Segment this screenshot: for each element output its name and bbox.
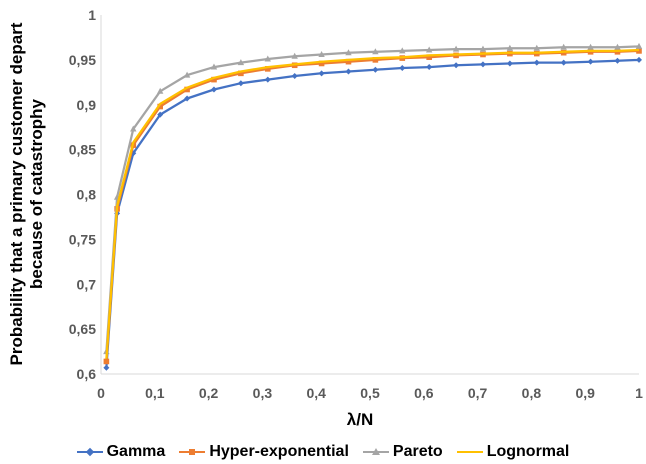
data-point	[130, 125, 137, 132]
data-point	[264, 55, 271, 62]
x-tick-label: 0	[97, 385, 105, 401]
x-axis-title: λ/N	[347, 410, 373, 429]
data-point	[399, 47, 406, 54]
series-layer	[103, 42, 643, 371]
data-point	[372, 66, 379, 73]
x-tick-label: 0,9	[575, 385, 595, 401]
legend-label-hyper-exponential: Hyper-exponential	[209, 443, 349, 460]
data-point	[533, 59, 540, 66]
data-point	[453, 62, 460, 69]
data-point	[533, 44, 540, 51]
series-pareto	[103, 42, 643, 355]
data-point	[210, 63, 218, 70]
data-point	[184, 95, 191, 102]
legend-swatch-pareto	[362, 446, 389, 458]
data-point	[636, 56, 642, 63]
data-point	[479, 61, 486, 68]
data-point	[587, 58, 594, 65]
y-tick-label: 0,7	[77, 276, 97, 292]
y-axis-title-line-2: because of catastrophy	[27, 99, 46, 289]
line-chart: 0 0,1 0,2 0,3 0,4 0,5 0,6 0,7 0,8 0,9 1 0,6 0,65 0,7…	[7, 7, 643, 429]
data-point	[103, 358, 110, 365]
y-axis-ticks: 0,6 0,65 0,7 0,75 0,8 0,85 0,9 0,95 1	[69, 7, 96, 382]
data-point	[426, 54, 432, 60]
legend-label-gamma: Gamma	[106, 443, 166, 460]
x-tick-label: 0,6	[414, 385, 434, 401]
legend-swatch-gamma	[76, 446, 103, 458]
series-lognormal	[105, 48, 640, 359]
y-tick-label: 0,75	[69, 231, 96, 247]
data-point	[291, 52, 298, 59]
data-point	[238, 70, 244, 77]
x-axis-ticks: 0 0,1 0,2 0,3 0,4 0,5 0,6 0,7 0,8 0,9 1	[97, 385, 643, 401]
data-point	[425, 46, 433, 53]
y-tick-label: 0,6	[77, 366, 97, 382]
data-point	[587, 43, 594, 50]
data-point	[318, 60, 325, 67]
data-point	[635, 42, 643, 49]
series-line-pareto	[105, 45, 640, 352]
y-tick-label: 0,95	[69, 52, 96, 68]
x-tick-label: 0,2	[199, 385, 219, 401]
series-hyper-exponential	[103, 48, 642, 365]
chart-legend: Gamma Hyper-exponential Pareto Lognormal	[0, 440, 646, 464]
x-tick-label: 0,7	[468, 385, 488, 401]
legend-label-lognormal: Lognormal	[486, 443, 570, 460]
legend-swatch-lognormal	[456, 446, 483, 458]
x-tick-label: 0,3	[253, 385, 273, 401]
x-tick-label: 1	[635, 385, 643, 401]
data-point	[560, 59, 567, 66]
data-point	[614, 43, 621, 50]
series-line-gamma	[105, 58, 640, 368]
data-point	[318, 70, 325, 77]
legend-swatch-hyper-exponential	[179, 446, 206, 458]
x-tick-label: 0,4	[306, 385, 326, 401]
data-point	[614, 57, 621, 64]
data-point	[184, 86, 190, 93]
series-gamma	[103, 56, 642, 371]
x-tick-label: 0,5	[360, 385, 380, 401]
data-point	[157, 103, 163, 110]
legend-item-pareto: Pareto	[362, 443, 443, 461]
data-point	[560, 43, 567, 50]
data-point	[345, 68, 352, 75]
data-point	[426, 64, 433, 71]
y-tick-label: 0,8	[77, 187, 97, 203]
data-point	[237, 59, 245, 66]
plot-area	[100, 15, 639, 375]
data-point	[291, 73, 298, 80]
x-tick-label: 0,8	[522, 385, 542, 401]
data-point	[210, 86, 217, 93]
data-point	[452, 45, 460, 52]
data-point	[345, 49, 352, 56]
data-point	[318, 50, 325, 57]
legend-item-hyper-exponential: Hyper-exponential	[179, 443, 349, 461]
data-point	[211, 76, 217, 83]
y-axis-title-line-1: Probability that a primary customer depa…	[7, 22, 26, 365]
data-point	[156, 87, 164, 94]
y-tick-label: 0,9	[77, 97, 97, 113]
legend-label-pareto: Pareto	[392, 443, 443, 460]
data-point	[506, 44, 514, 51]
y-tick-label: 1	[88, 7, 96, 23]
y-tick-label: 0,85	[69, 142, 96, 158]
y-tick-label: 0,65	[69, 321, 96, 337]
legend-item-gamma: Gamma	[76, 443, 166, 461]
data-point	[372, 48, 379, 55]
data-point	[345, 58, 352, 65]
data-point	[372, 57, 379, 63]
data-point	[264, 76, 271, 83]
data-point	[103, 364, 110, 371]
data-point	[237, 80, 244, 87]
series-line-lognormal	[105, 48, 640, 359]
data-point	[479, 45, 487, 52]
data-point	[183, 71, 191, 78]
data-point	[264, 66, 271, 72]
data-point	[157, 111, 164, 118]
x-tick-label: 0,1	[145, 385, 165, 401]
data-point	[399, 64, 406, 71]
data-point	[506, 60, 513, 67]
legend-item-lognormal: Lognormal	[456, 443, 570, 461]
